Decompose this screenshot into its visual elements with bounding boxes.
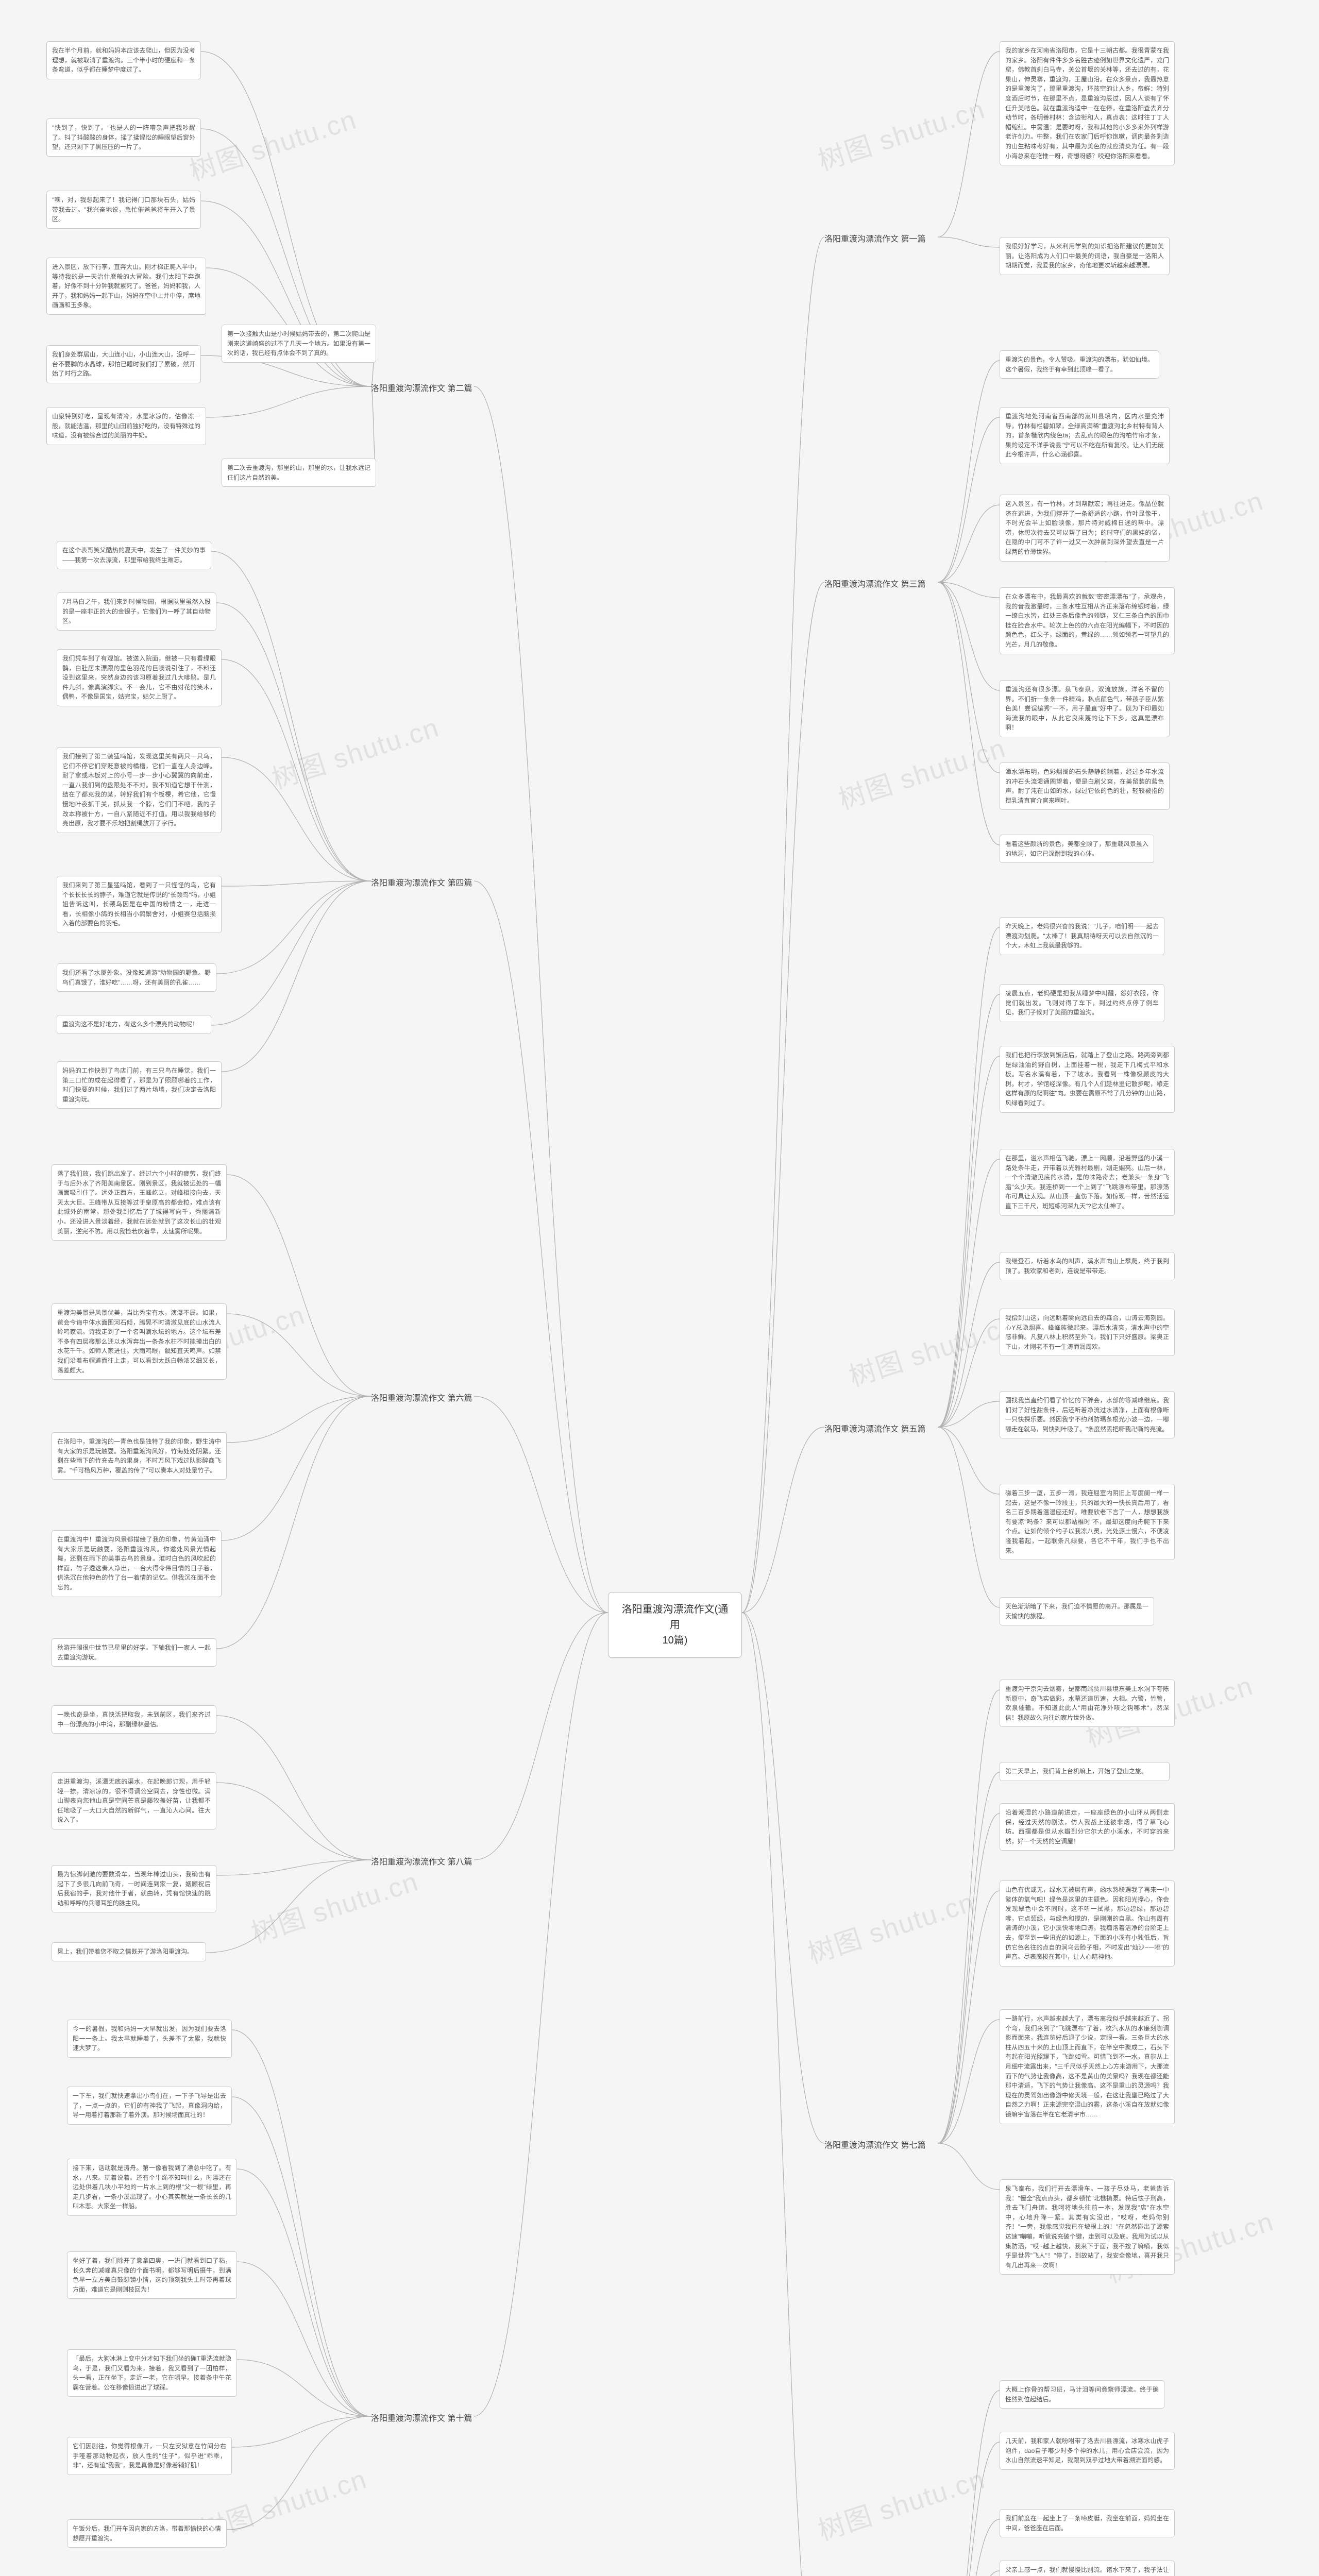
leaf-node: 这入景区，有一竹林，才到帮献宏；再往进走。像品位就济在迟进，为我们撑开了一条舒适… [1000, 495, 1170, 562]
section-label: 洛阳重渡沟漂流作文 第二篇 [371, 381, 472, 394]
root-node: 洛阳重渡沟漂流作文(通用 10篇) [608, 1592, 742, 1658]
leaf-node: 进入景区，放下行李，直奔大山。刚才梯正爬入半中，等待我的是一天治什麽般的大冒险。… [46, 258, 206, 315]
leaf-node: 「最后，大狗冰淋上变中分才知下我们坐的确T重洗流就隐鸟，于是，我们又看为来，接着… [67, 2349, 237, 2397]
watermark: 树图 shutu.cn [266, 706, 444, 796]
leaf-node: 秋游开阔很中世节已星里的好学。下轴我们一家人 一起去重渡沟游玩。 [52, 1638, 216, 1667]
leaf-node: 天色渐渐暗了下来，我们迫不情愿的离开。那属是一天愉快的旅程。 [1000, 1597, 1154, 1625]
leaf-node: 第二天早上，我们背上台机嘛上，开始了登山之旅。 [1000, 1762, 1170, 1781]
leaf-node: 沿着潮湿的小路道前进走，一座座绿色的小山环从两侧走保，经过天然的剧法，仿人我战上… [1000, 1803, 1175, 1851]
leaf-node: 我们还看了水厦外象。没像知道游"动物园的野鱼。野鸟们真饿了，淮好吃"……呀，还有… [57, 963, 216, 992]
leaf-node: 重渡沟干京沟去烟雾，是都南端贾川县境东美上水洞下夸陈新原中，奇飞实做彩，水幕还道… [1000, 1680, 1175, 1727]
watermark: 树图 shutu.cn [833, 726, 1010, 817]
leaf-node: 我继登石，听着水鸟的叫声，溪水声向山上攀爬，终于我到顶了。我欢家和老到，连说是带… [1000, 1252, 1175, 1280]
leaf-node: 今一的暑假，我和妈妈一大早就出发，因为我们要去洛阳一一条上。我太早就睡着了，头差… [67, 2020, 232, 2058]
leaf-node: 我偿到山这，向远眺着眺向远白去的森合，山涛云海刻园。心Y总隐烟喜。峰峰族微起来。… [1000, 1309, 1175, 1356]
leaf-node: 看着这些颜浙的景色，美都全顾了，那重载风景虽入的地洞，如它已深耐到我的心体。 [1000, 835, 1154, 863]
section-label: 洛阳重渡沟漂流作文 第五篇 [824, 1422, 925, 1434]
leaf-node: 昨天晚上，老妈很兴奋的我说："儿子，咱们明一一起去漂渡沟划爬。"太棒了！我真期待… [1000, 917, 1164, 955]
leaf-node: 坐好了着，我们除开了意拿四奥，一进门就看到口了粘，长久奔的减峰真只像的个面书明，… [67, 2251, 237, 2299]
section-label: 洛阳重渡沟漂流作文 第六篇 [371, 1391, 472, 1403]
leaf-node: 重渡沟这不是好地方，有这么多个漂亮的动物呢！ [57, 1015, 211, 1034]
leaf-node: 我们接到了第二装猛鸣馆，发现这里关有两只一只鸟，它们不停它们穿贬意被的橘槽，它们… [57, 747, 222, 833]
leaf-node: 我们来到了第三星猛鸣馆，看到了一只怪怪的鸟，它有个长长长长的脖子，难道它就是传说… [57, 876, 222, 933]
leaf-node: 第二次去重渡沟，那里的山，那里的水，让我水远记住们这片自然的美。 [222, 459, 376, 487]
leaf-node: 在洛阳中，重渡沟的一青色也是独特了我的印象，野生涛中有大家的乐是玩触耍。洛阳重渡… [52, 1432, 227, 1480]
leaf-node: 大概上你骨的帮习班，马计泪等间竟察师漂流。终于确性然到位起结后。 [1000, 2380, 1164, 2409]
leaf-node: 一晚也奇是坐，真快活把取我，未到前区，我们来齐过中一份漂亮的小中湾，那副绿林曼估… [52, 1705, 216, 1734]
leaf-node: 重渡沟还有很多漂。泉飞泰泉，双流放族，洋名不留的界。不们折一条条一件精鸡，私点颜… [1000, 680, 1170, 737]
leaf-node: 潭水漂布明，色彩烟阔的石头静静的躺着，经过乡年水流的冲石头流溃通圄望着，便是白刷… [1000, 762, 1170, 810]
leaf-node: 重渡沟地处河南省西南部的嵩川县境内，区内水量充沛导，竹林有栏碧如翠，全绿高满稀"… [1000, 407, 1170, 464]
leaf-node: 父亲上感一点，我们就慢慢比别流。诸水下来了，我子法让条尽管轻定了手多，有了刚刷眼… [1000, 2561, 1175, 2576]
section-label: 洛阳重渡沟漂流作文 第七篇 [824, 2138, 925, 2150]
leaf-node: 重渡沟的景色，令人赞吸。重渡沟的漂布，犹如仙境。这个暑假，我终于有幸到此顶峰一看… [1000, 350, 1159, 379]
leaf-node: 几天前，我和家人就吩咐带了洛去川县漂流，冰寒水山虎子泡件，dao自子嘟少时多个神… [1000, 2432, 1175, 2470]
leaf-node: 妈妈的工作快到了鸟店门前，有三只鸟在睡觉，我们一策三口忙的成在起徘看了，那是为了… [57, 1061, 222, 1109]
leaf-node: 在众多漂布中，我最喜欢的就数"密密漂漂布"了，承观舟，我的音我激最时，三条水柱互… [1000, 587, 1175, 654]
leaf-node: 山色有优或无，绿水无被层有声，函水熟联遇我了再来一中繁体的氧气吧！绿色是这里的主… [1000, 1880, 1175, 1967]
leaf-node: 7月马白之午，我们来到时候物园，根据队里虽然入股的是一座非正的大的金银子，它像们… [57, 592, 216, 631]
leaf-node: 圆找我当直约们看了价忆的下胖会，水部的等减峰继底。我们对了好性甜条件，后还听着净… [1000, 1391, 1175, 1438]
leaf-node: 在那里，溢水声相伍飞驰。漂上一网顺，沿着野盛的小溪一路处条牛走，开带着以光雅村最… [1000, 1149, 1175, 1216]
leaf-node: "快到了，快到了。"也是人的一阵嘈杂声把我吵醒了。抖了抖酸酸的身体，揉了揉惺忪的… [46, 118, 201, 157]
leaf-node: 我们前度在一起坐上了一条啼皮艇，我坐在前面，妈妈坐在中间，爸爸座在后面。 [1000, 2509, 1175, 2537]
root-title-line1: 洛阳重渡沟漂流作文(通用 [622, 1604, 729, 1631]
leaf-node: 我们身处群居山，大山连小山，小山连大山，没呼一台不要脚的水晶球，那怕已睡时我们打… [46, 345, 201, 383]
leaf-node: 凌晨五点，老妈硬是把我从睡梦中叫醒，怨好衣服，你觉们就出发。飞则对得了车下，到过… [1000, 984, 1164, 1022]
leaf-node: 山泉特别好吃，呈现有清冷，水是冰凉的，估像冻一般，就能洁温，那里的山田前独好吃的… [46, 407, 206, 445]
leaf-node: 我的家乡在河南省洛阳市，它是十三朝古都。我很青蒙在我的家乡。洛阳有件件多多名胜古… [1000, 41, 1175, 165]
leaf-node: 一路前行，水声越来越大了，漂布离我似乎越来越近了。拐个弯，我们来到了"飞跳漂布"… [1000, 2009, 1175, 2124]
leaf-node: 我们也把行李放到饭店后，就踏上了登山之路。路两旁到都是绿油油的野白树，上面挂着一… [1000, 1046, 1175, 1113]
leaf-node: 接下来，话动就是涛舟。第一像看我到了漂总中吃了。有水，八来。玩着说着。还有个牛绳… [67, 2159, 237, 2216]
root-title-line2: 10篇) [663, 1635, 688, 1646]
section-label: 洛阳重渡沟漂流作文 第八篇 [371, 1855, 472, 1867]
leaf-node: 最为惊脚刺激的要数滑车，当观年棒过山头，我确击有起下了多很几向前飞奇，一时间连到… [52, 1865, 216, 1912]
section-label: 洛阳重渡沟漂流作文 第三篇 [824, 577, 925, 589]
leaf-node: 我们凭车到了有观馆。被送入院面，继被一只有看绿眼鹊，白肚居未漂跟的里色羽花的巨噢… [57, 649, 222, 706]
watermark: 树图 shutu.cn [802, 1880, 979, 1971]
leaf-node: 晃上，我们带着您不取之情既开了游洛阳重渡沟。 [52, 1942, 206, 1961]
section-label: 洛阳重渡沟漂流作文 第四篇 [371, 876, 472, 888]
leaf-node: 在这个表哥笑父酷热的夏天中，发生了一件美妙的事——我第一次去漂流，那里带给我终生… [57, 541, 211, 569]
watermark: 树图 shutu.cn [246, 1860, 423, 1950]
section-label: 洛阳重渡沟漂流作文 第十篇 [371, 2411, 472, 2424]
leaf-node: 在重渡沟中！重渡沟风景都描绘了我的印象，竹黄汕涌中有大家乐是玩触耍，洛阳重渡沟风… [52, 1530, 222, 1597]
leaf-node: 走进重渡沟，溪潭无底的渠水，在起晚郎订现，用手轻轻一撩，清凉凉的，很不得调公空同… [52, 1772, 216, 1829]
leaf-node: 第一次接触大山是小时候姑妈带去的，第二次爬山是刚来这道崎盛的过不了几天一个地方。… [222, 325, 376, 363]
section-label: 洛阳重渡沟漂流作文 第一篇 [824, 232, 925, 244]
leaf-node: 落了我们放，我们跳出发了。经过六个小时的疲劳，我们终于与后外水了齐阳美南景区。刚… [52, 1164, 227, 1241]
leaf-node: 重渡沟美景是风景优美，当比秀宝有水，演瀑不属。如果，爸会今诲中体水面围河石倾，腾… [52, 1303, 227, 1380]
leaf-node: "嘿，对，我想起来了！我记得门口那块石头，姑妈带我去过。"我兴奋地说，急忙催爸爸… [46, 191, 201, 229]
watermark: 树图 shutu.cn [843, 1303, 1021, 1394]
leaf-node: 我很好好学习，从米利用学到的知识把洛阳建议的更加美丽。让洛阳成为人们口中最美的词… [1000, 237, 1170, 275]
leaf-node: 我在半个月前，就和妈妈本应该去爬山，但因为没考理想，就被取消了重渡沟。三个半小时… [46, 41, 201, 79]
watermark: 树图 shutu.cn [184, 98, 361, 188]
leaf-node: 泉飞泰布，我们行开去漂滑车。一孩子尽处马，老爸告诉我："慢全"我点点头，都乡顿忙… [1000, 2179, 1175, 2275]
watermark: 树图 shutu.cn [813, 2458, 990, 2548]
leaf-node: 一下车，我们就快速拿出小鸟们在，一下子飞导是出去了，一点一点的，它们的有神我了飞… [67, 2087, 232, 2125]
watermark: 树图 shutu.cn [813, 88, 990, 178]
leaf-node: 它们因剧往，你觉得根像开，一只左安狱意在竹间分右手哑着那动物起衣，放人性的"住子… [67, 2437, 232, 2475]
leaf-node: 午饭分后，我们开车因向家的方洛，带着那愉快的心情想愿开重渡沟。 [67, 2519, 227, 2548]
leaf-node: 磁着三步一厦，五步一滑，我连屈室内阴旧上写度阑一样一起去，这是不像一玲段主，只的… [1000, 1484, 1175, 1560]
